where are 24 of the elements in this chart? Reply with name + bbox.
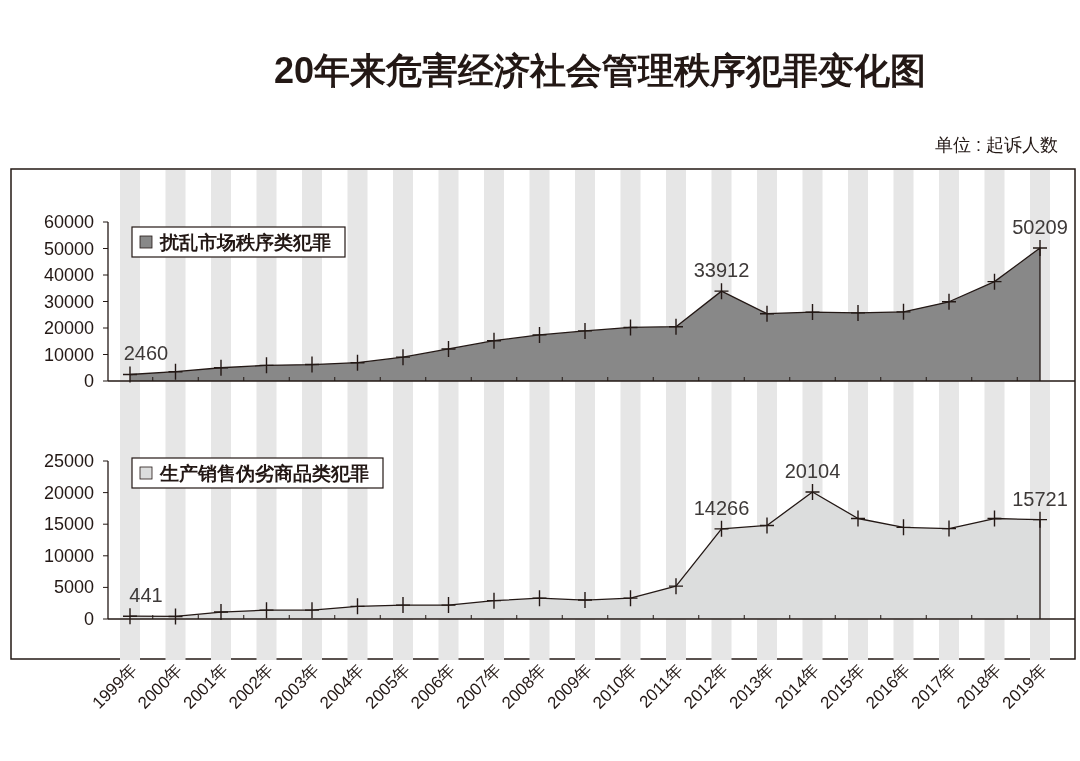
- y-tick-label: 20000: [43, 318, 94, 338]
- y-tick-label: 25000: [43, 451, 94, 471]
- y-tick-label: 60000: [43, 212, 94, 232]
- data-label: 2460: [123, 342, 169, 365]
- y-tick-label: 50000: [43, 238, 94, 259]
- y-tick-label: 0: [83, 609, 94, 629]
- y-tick-label: 0: [83, 371, 94, 391]
- y-tick-label: 30000: [43, 291, 94, 312]
- chart-title: 20年来危害经济社会管理秩序犯罪变化图: [273, 50, 927, 91]
- data-label: 441: [129, 584, 163, 607]
- y-tick-label: 10000: [43, 545, 94, 566]
- legend-label: 扰乱市场秩序类犯罪: [159, 232, 331, 253]
- data-label: 33912: [693, 259, 750, 282]
- y-tick-label: 40000: [43, 265, 94, 285]
- data-label: 20104: [784, 459, 841, 482]
- y-tick-label: 15000: [43, 514, 94, 535]
- legend-label: 生产销售伪劣商品类犯罪: [159, 463, 369, 484]
- y-tick-label: 20000: [43, 482, 94, 503]
- data-label: 15721: [1012, 487, 1068, 510]
- y-tick-label: 5000: [53, 577, 94, 598]
- text: 单位 : 起诉人数: [934, 135, 1058, 155]
- y-tick-label: 10000: [43, 344, 94, 365]
- data-label: 50209: [1012, 215, 1068, 238]
- data-label: 14266: [693, 496, 750, 519]
